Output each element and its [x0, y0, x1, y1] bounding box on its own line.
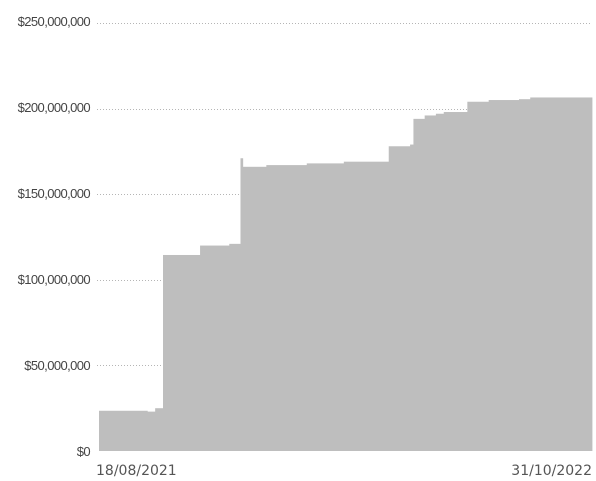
step-segment — [155, 408, 164, 451]
step-segment — [240, 158, 244, 451]
step-segment — [424, 115, 437, 451]
x-tick-label-start: 18/08/2021 — [96, 463, 177, 479]
step-segment — [242, 166, 267, 451]
step-segment — [443, 112, 468, 452]
step-segment — [388, 146, 411, 451]
step-segment — [519, 99, 531, 452]
y-tick-label-0: $0 — [77, 444, 91, 459]
step-segment — [413, 118, 426, 452]
step-segment — [266, 165, 308, 451]
step-segment — [200, 245, 230, 451]
y-tick-label-1: $50,000,000 — [24, 358, 90, 373]
step-segment — [99, 410, 148, 451]
step-segment — [147, 411, 156, 451]
step-segment — [530, 97, 593, 451]
plot-area — [99, 97, 593, 452]
step-segment — [163, 254, 201, 451]
step-segment — [488, 100, 520, 451]
step-segment — [467, 101, 490, 451]
x-tick-label-end: 31/10/2022 — [511, 463, 592, 479]
y-tick-label-4: $200,000,000 — [18, 100, 91, 115]
step-segment — [410, 144, 414, 452]
y-tick-label-3: $150,000,000 — [18, 186, 91, 201]
y-tick-label-2: $100,000,000 — [18, 272, 91, 287]
step-segment — [343, 161, 390, 452]
step-segment — [229, 243, 241, 451]
y-tick-label-5: $250,000,000 — [18, 14, 91, 29]
step-segment — [435, 113, 445, 452]
step-segment — [306, 163, 345, 451]
